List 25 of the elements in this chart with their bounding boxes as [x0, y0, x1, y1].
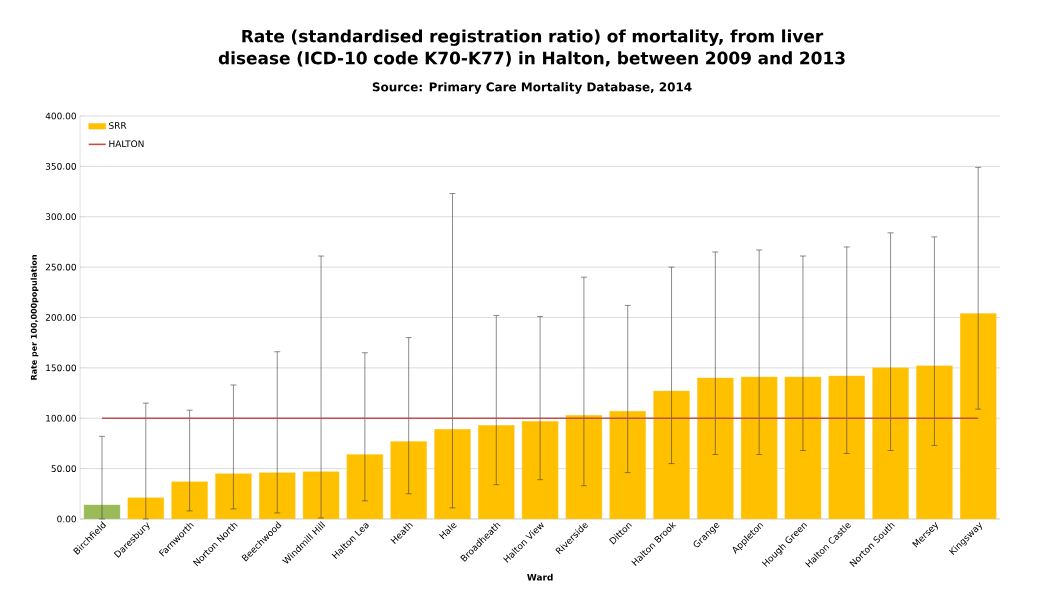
y-tick-label: 0.00: [57, 515, 76, 523]
bar: [697, 377, 734, 519]
chart-subtitle: Source: Primary Care Mortality Database, 2014: [372, 82, 692, 94]
bar: [259, 472, 296, 519]
bar: [828, 375, 865, 519]
y-tick-label: 100.00: [46, 414, 76, 422]
chart-title: Rate (standardised registration ratio) of mortality, from liver disease (ICD-10 code K70-K77) in Halton, between 2009 and 2013: [218, 29, 845, 67]
bar: [960, 313, 997, 519]
y-tick-label: 300.00: [45, 213, 76, 221]
x-axis-title: Ward: [527, 573, 553, 581]
bar: [478, 425, 515, 519]
y-tick-label: 50.00: [51, 465, 76, 472]
legend-label: SRR: [109, 122, 127, 129]
y-tick-label: 150.00: [46, 364, 76, 372]
bar: [434, 429, 471, 519]
y-tick-label: 400.00: [45, 112, 76, 120]
y-tick-label: 250.00: [45, 263, 76, 271]
y-tick-label: 200.00: [45, 314, 76, 321]
bar: [872, 367, 909, 519]
bar: [171, 481, 208, 519]
bar: [215, 473, 252, 519]
legend-label: HALTON: [109, 140, 144, 148]
y-tick-label: 350.00: [45, 162, 76, 170]
bar: [390, 441, 427, 519]
bar: [916, 365, 953, 519]
